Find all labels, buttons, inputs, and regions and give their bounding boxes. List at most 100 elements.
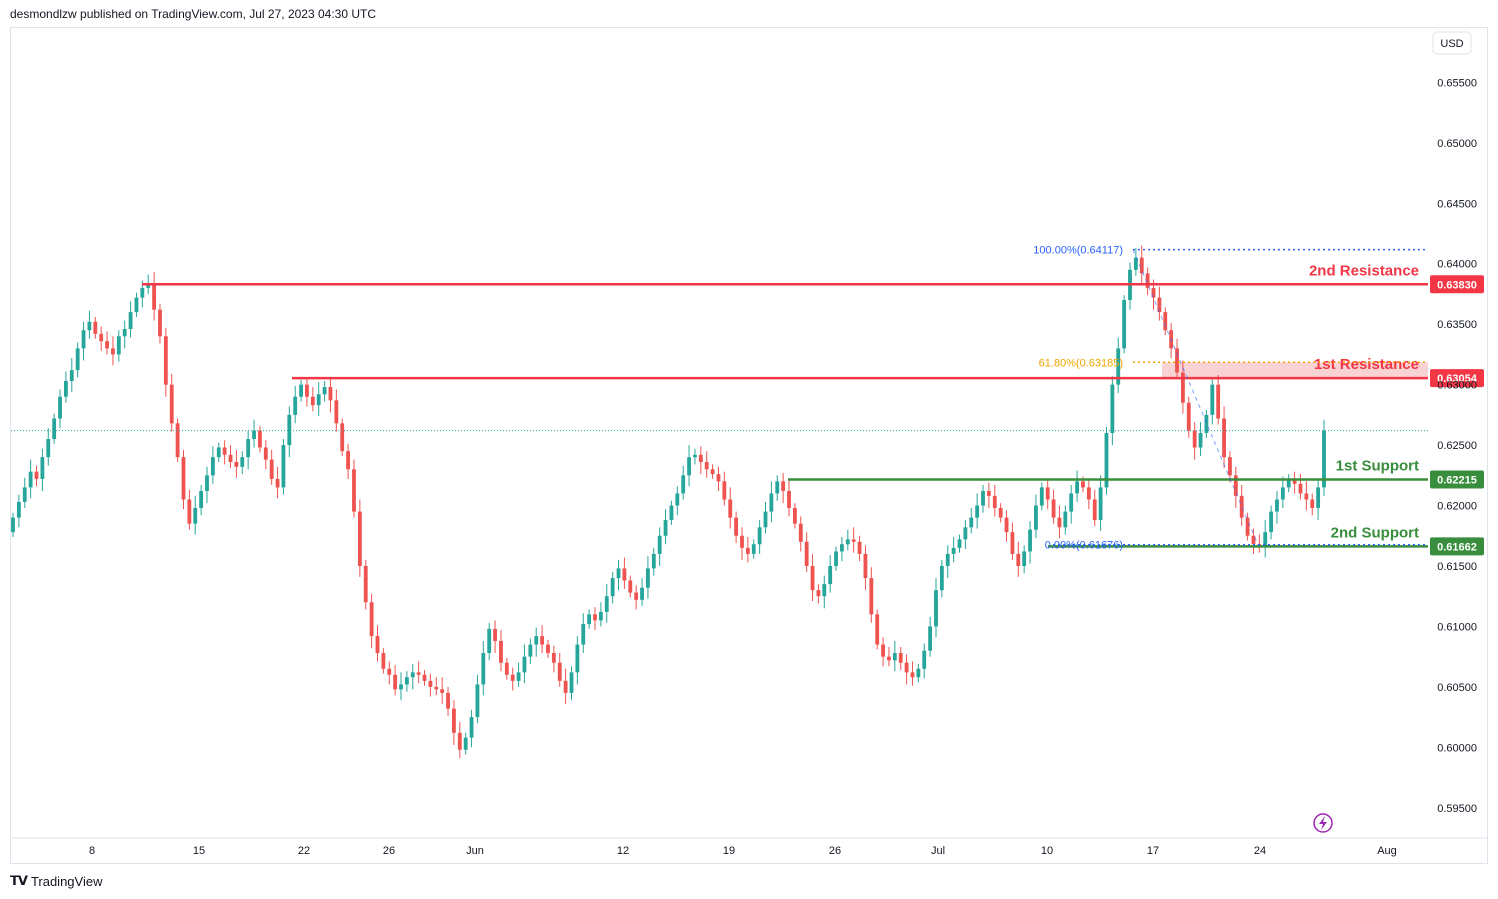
- candle: [1110, 376, 1115, 446]
- tradingview-logo-icon[interactable]: 𝗧𝗩: [10, 873, 28, 888]
- candle: [34, 465, 39, 487]
- candle: [205, 466, 209, 504]
- candle-body: [1122, 300, 1127, 349]
- candle-body: [363, 565, 368, 603]
- candle: [310, 387, 315, 412]
- support-level[interactable]: 2nd Support 0.61662: [1048, 524, 1484, 556]
- candle: [99, 326, 104, 351]
- candle: [269, 449, 274, 485]
- candle: [704, 451, 709, 478]
- candle: [1322, 419, 1326, 496]
- fib-level[interactable]: 0.00%(0.61676): [1045, 540, 1428, 552]
- candle: [622, 557, 627, 589]
- candle-body: [481, 653, 486, 685]
- fibonacci-layer: 100.00%(0.64117) 61.80%(0.63185) 0.00%(0.6…: [1033, 245, 1428, 552]
- resistance-level[interactable]: 2nd Resistance 0.63830: [142, 262, 1484, 294]
- candle-body: [287, 414, 292, 446]
- candle-body: [687, 457, 691, 476]
- candle: [698, 446, 703, 475]
- candle: [986, 482, 991, 508]
- candle: [1075, 470, 1079, 502]
- resistance-level[interactable]: 1st Resistance 0.63054: [292, 356, 1484, 388]
- lightning-icon[interactable]: [1313, 813, 1333, 833]
- candle-body: [792, 507, 797, 524]
- time-axis[interactable]: 8 15 22 26 Jun 12 19 26 Jul 10 17 24 Aug: [11, 837, 1487, 857]
- fib-level[interactable]: 100.00%(0.64117): [1033, 245, 1428, 257]
- candle: [828, 555, 833, 593]
- candle: [740, 527, 744, 560]
- time-tick-label: 15: [193, 845, 205, 857]
- support-level[interactable]: 1st Support 0.62215: [788, 458, 1484, 489]
- candle-body: [387, 668, 392, 675]
- candle-body: [992, 495, 997, 508]
- candle: [440, 677, 445, 704]
- candle-body: [898, 653, 903, 663]
- candle: [352, 459, 356, 518]
- candle-body: [487, 628, 492, 654]
- candle: [1192, 422, 1197, 460]
- candle-body: [1233, 475, 1238, 496]
- candle: [1139, 245, 1144, 285]
- price-tick-label: 0.65000: [1437, 138, 1477, 150]
- candle: [387, 661, 392, 685]
- candle: [375, 625, 380, 662]
- fib-level[interactable]: 61.80%(0.63185): [1039, 357, 1428, 369]
- candle-body: [1292, 478, 1297, 484]
- candle: [534, 627, 539, 657]
- candle-body: [1322, 430, 1326, 488]
- candle: [1145, 267, 1150, 296]
- price-tag-label: 0.63054: [1437, 373, 1478, 385]
- candle-body: [334, 400, 339, 424]
- candle: [881, 637, 885, 667]
- candle-body: [504, 662, 509, 675]
- candle-body: [1251, 535, 1256, 545]
- candle: [610, 572, 615, 604]
- candle-body: [46, 439, 51, 458]
- candle-body: [1045, 487, 1050, 500]
- candle-body: [87, 321, 92, 331]
- candle-body: [1186, 402, 1191, 431]
- candle: [1133, 248, 1138, 276]
- candle-body: [634, 592, 639, 600]
- candle: [763, 501, 768, 534]
- candle: [910, 661, 915, 686]
- candle: [992, 484, 997, 517]
- candle-body: [840, 544, 844, 552]
- candle: [422, 669, 427, 686]
- candle: [1086, 480, 1091, 510]
- candle: [169, 373, 174, 432]
- candle: [1269, 505, 1274, 540]
- time-tick-label: 19: [723, 845, 735, 857]
- candle-body: [93, 321, 98, 334]
- currency-label[interactable]: USD: [1440, 38, 1463, 50]
- candle-body: [193, 507, 198, 524]
- candle: [557, 653, 562, 687]
- candle-body: [563, 680, 568, 693]
- candle-body: [969, 517, 974, 528]
- candle: [810, 553, 815, 602]
- candle: [546, 639, 550, 658]
- candle: [616, 559, 621, 591]
- currency-selector[interactable]: USD: [1432, 31, 1472, 55]
- price-axis[interactable]: 0.65500 0.65000 0.64500 0.64000 0.63500 0.630…: [1432, 31, 1477, 815]
- candle: [1304, 481, 1309, 511]
- candle: [234, 449, 239, 478]
- candle: [851, 527, 856, 553]
- candle: [928, 616, 933, 657]
- price-tick-label: 0.62500: [1437, 440, 1477, 452]
- candle-body: [663, 520, 668, 536]
- candle-body: [875, 614, 880, 645]
- candle: [469, 709, 474, 748]
- candle: [745, 536, 750, 563]
- footer-brand[interactable]: TradingView: [30, 873, 103, 889]
- candle-body: [222, 447, 227, 455]
- price-chart[interactable]: 2nd Resistance 0.63830 1st Resistance 0.630…: [0, 0, 1498, 865]
- lightning-icon-bolt[interactable]: [1319, 816, 1327, 830]
- candle: [728, 487, 733, 529]
- candle-body: [16, 501, 21, 518]
- candle: [892, 640, 897, 672]
- currency-box[interactable]: [1432, 31, 1472, 55]
- candle-body: [657, 535, 662, 554]
- candle: [475, 674, 480, 724]
- candle-body: [58, 396, 62, 419]
